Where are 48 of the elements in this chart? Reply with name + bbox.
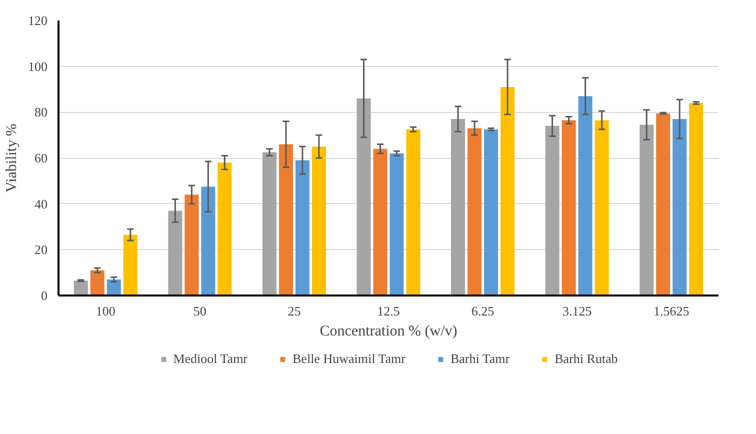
bar — [656, 113, 670, 296]
bar — [406, 129, 420, 296]
legend-label: Barhi Tamr — [450, 351, 510, 367]
y-axis-title: Viability % — [4, 124, 20, 192]
bar — [90, 270, 104, 296]
bar — [168, 210, 182, 296]
bar — [123, 234, 138, 296]
legend-label: Belle Huwaimil Tamr — [292, 351, 406, 367]
bar — [201, 186, 216, 296]
y-tick-label: 0 — [41, 288, 48, 303]
y-tick-label: 100 — [28, 58, 48, 74]
y-tick-label: 20 — [34, 242, 48, 258]
x-tick-label: 25 — [288, 304, 301, 318]
bar — [312, 146, 326, 296]
bar — [594, 120, 609, 296]
x-tick-label: 12.5 — [377, 304, 400, 318]
y-tick-label: 40 — [34, 196, 48, 212]
x-tick-label: 1.5625 — [653, 304, 690, 318]
bar — [484, 129, 498, 296]
bar — [545, 126, 560, 296]
legend-label: Barhi Rutab — [554, 351, 618, 367]
bar — [295, 160, 310, 296]
y-tick-label: 80 — [34, 104, 48, 120]
bar — [562, 120, 576, 296]
bar — [640, 124, 654, 296]
bar — [390, 153, 404, 296]
bar — [106, 279, 121, 296]
bar — [356, 98, 371, 296]
bar — [578, 96, 592, 296]
x-tick-label: 100 — [96, 304, 116, 318]
bar — [262, 152, 276, 296]
x-tick-label: 6.25 — [471, 304, 494, 318]
bar — [74, 280, 88, 296]
bar — [500, 86, 515, 296]
bar — [672, 119, 687, 296]
y-tick-label: 60 — [34, 150, 48, 166]
bar — [468, 128, 482, 296]
bar — [373, 148, 388, 296]
x-tick-label: 3.125 — [562, 304, 592, 318]
x-axis-title: Concentration % (w/v) — [320, 324, 458, 340]
bar — [451, 119, 466, 296]
x-tick-label: 50 — [193, 304, 206, 318]
bar — [184, 194, 199, 296]
bar — [689, 103, 704, 296]
bar — [278, 144, 293, 296]
bar — [218, 162, 232, 296]
legend-label: Mediool Tamr — [173, 351, 248, 367]
y-tick-label: 120 — [28, 13, 48, 28]
